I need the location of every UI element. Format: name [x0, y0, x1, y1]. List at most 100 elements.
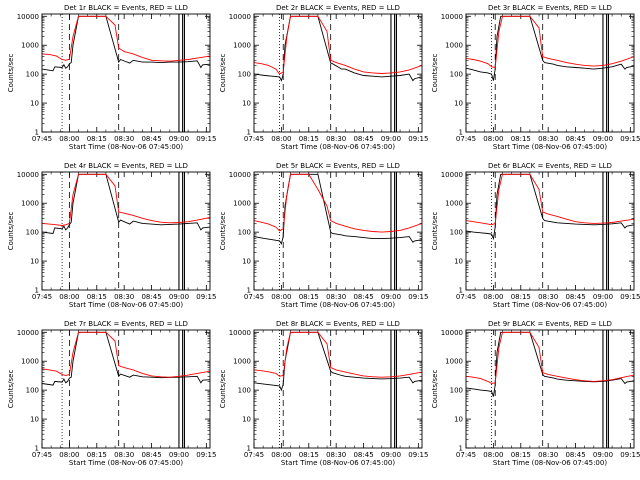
- y-tick-label: 1: [459, 287, 463, 295]
- y-tick-label: 100: [238, 71, 251, 79]
- panel-5: Det 5r BLACK = Events, RED = LLD Counts/s…: [219, 162, 428, 309]
- y-tick-label: 10000: [17, 13, 39, 21]
- series-lld: [254, 331, 422, 378]
- x-tick-label: 09:15: [196, 135, 216, 143]
- y-axis-label: Counts/sec: [431, 212, 439, 251]
- x-tick-label: 09:00: [381, 451, 401, 459]
- y-tick-label: 100: [238, 387, 251, 395]
- x-tick-label: 08:15: [511, 135, 531, 143]
- x-tick-label: 08:45: [565, 451, 585, 459]
- x-tick-label: 08:45: [141, 451, 161, 459]
- y-tick-label: 100: [450, 229, 463, 237]
- x-tick-label: 08:00: [483, 451, 503, 459]
- series-events: [254, 15, 422, 82]
- x-tick-label: 08:15: [299, 451, 319, 459]
- y-tick-label: 1000: [21, 200, 39, 208]
- x-tick-label: 08:15: [511, 451, 531, 459]
- x-tick-label: 07:45: [456, 293, 476, 301]
- y-tick-label: 1: [459, 129, 463, 137]
- x-tick-label: 08:00: [59, 293, 79, 301]
- x-tick-label: 08:30: [538, 135, 558, 143]
- y-tick-label: 1000: [445, 200, 463, 208]
- y-tick-label: 1000: [445, 358, 463, 366]
- y-tick-label: 1: [459, 445, 463, 453]
- plot-frame: [41, 13, 211, 133]
- x-tick-label: 07:45: [32, 135, 52, 143]
- x-tick-label: 09:00: [169, 293, 189, 301]
- x-tick-label: 09:00: [593, 135, 613, 143]
- x-tick-label: 09:15: [408, 451, 428, 459]
- y-tick-label: 1000: [21, 358, 39, 366]
- series-lld: [254, 173, 422, 233]
- x-tick-label: 07:45: [456, 451, 476, 459]
- x-tick-label: 07:45: [32, 451, 52, 459]
- y-tick-label: 10000: [441, 171, 463, 179]
- panel-title: Det 2r BLACK = Events, RED = LLD: [276, 4, 400, 12]
- x-tick-label: 07:45: [32, 293, 52, 301]
- y-axis-label: Counts/sec: [219, 370, 227, 409]
- x-tick-label: 09:00: [381, 135, 401, 143]
- plot-frame: [465, 171, 635, 291]
- y-tick-label: 10000: [441, 329, 463, 337]
- x-tick-label: 08:30: [538, 451, 558, 459]
- y-tick-label: 100: [26, 71, 39, 79]
- panel-9: Det 9r BLACK = Events, RED = LLD Counts/s…: [431, 320, 640, 467]
- x-tick-label: 08:45: [141, 135, 161, 143]
- x-tick-label: 09:15: [620, 135, 640, 143]
- panel-title: Det 9r BLACK = Events, RED = LLD: [488, 320, 612, 328]
- plot-frame: [41, 329, 211, 449]
- y-tick-label: 10000: [441, 13, 463, 21]
- y-tick-label: 1000: [445, 42, 463, 50]
- panel-6: Det 6r BLACK = Events, RED = LLD Counts/s…: [431, 162, 640, 309]
- x-tick-label: 09:15: [620, 451, 640, 459]
- x-axis-label: Start Time (08-Nov-06 07:45:00): [69, 301, 183, 309]
- plot-frame: [253, 171, 423, 291]
- series-events: [466, 331, 634, 397]
- x-tick-label: 08:15: [299, 293, 319, 301]
- x-tick-label: 08:00: [271, 451, 291, 459]
- y-tick-label: 10: [454, 416, 463, 424]
- y-axis-label: Counts/sec: [7, 370, 15, 409]
- y-tick-label: 100: [26, 387, 39, 395]
- x-tick-label: 09:15: [196, 293, 216, 301]
- y-axis-label: Counts/sec: [7, 54, 15, 93]
- x-tick-label: 08:00: [483, 293, 503, 301]
- panel-title: Det 7r BLACK = Events, RED = LLD: [64, 320, 188, 328]
- x-tick-label: 09:00: [169, 451, 189, 459]
- x-tick-label: 08:00: [271, 293, 291, 301]
- y-axis-label: Counts/sec: [431, 54, 439, 93]
- x-tick-label: 08:30: [326, 293, 346, 301]
- y-tick-label: 1: [247, 129, 251, 137]
- x-tick-label: 09:00: [593, 451, 613, 459]
- x-tick-label: 07:45: [244, 293, 264, 301]
- x-tick-label: 08:30: [114, 135, 134, 143]
- y-tick-label: 1: [247, 287, 251, 295]
- plot-frame: [465, 13, 635, 133]
- panel-7: Det 7r BLACK = Events, RED = LLD Counts/s…: [7, 320, 216, 467]
- x-axis-label: Start Time (08-Nov-06 07:45:00): [493, 143, 607, 151]
- x-tick-label: 08:15: [87, 135, 107, 143]
- x-tick-label: 09:15: [620, 293, 640, 301]
- panel-title: Det 6r BLACK = Events, RED = LLD: [488, 162, 612, 170]
- y-tick-label: 10000: [229, 13, 251, 21]
- x-axis-label: Start Time (08-Nov-06 07:45:00): [69, 459, 183, 467]
- panel-2: Det 2r BLACK = Events, RED = LLD Counts/s…: [219, 4, 428, 151]
- y-tick-label: 1000: [233, 200, 251, 208]
- y-tick-label: 100: [26, 229, 39, 237]
- series-lld: [42, 173, 210, 226]
- y-tick-label: 10: [242, 100, 251, 108]
- panel-title: Det 5r BLACK = Events, RED = LLD: [276, 162, 400, 170]
- y-tick-label: 1: [35, 129, 39, 137]
- y-tick-label: 10: [242, 258, 251, 266]
- x-tick-label: 08:30: [114, 293, 134, 301]
- x-tick-label: 08:45: [353, 293, 373, 301]
- x-tick-label: 08:00: [271, 135, 291, 143]
- y-tick-label: 10: [454, 100, 463, 108]
- series-lld: [42, 331, 210, 378]
- series-events: [254, 173, 422, 245]
- y-tick-label: 100: [450, 71, 463, 79]
- y-tick-label: 1: [247, 445, 251, 453]
- panel-3: Det 3r BLACK = Events, RED = LLD Counts/s…: [431, 4, 640, 151]
- x-tick-label: 08:00: [59, 451, 79, 459]
- y-tick-label: 10000: [229, 171, 251, 179]
